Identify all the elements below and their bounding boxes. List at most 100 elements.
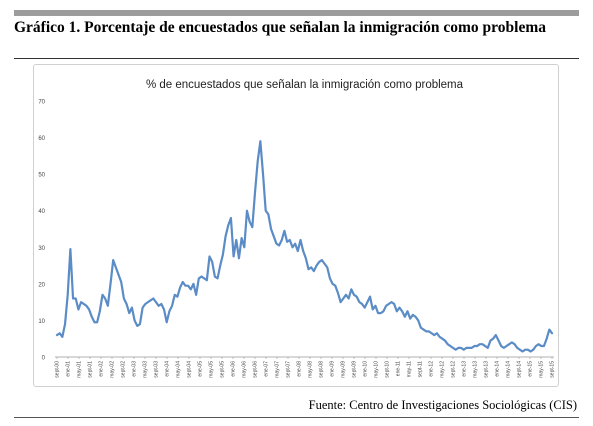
data-point [259,140,261,142]
data-point [224,235,227,237]
data-point [551,332,553,334]
data-point [230,217,232,219]
data-point [479,343,481,345]
x-tick-label: may-13 [473,361,479,378]
y-tick-label: 0 [42,356,46,362]
data-point [364,307,366,309]
data-point [521,350,524,353]
x-tick-label: may-08 [308,361,314,378]
x-tick-label: sept-05 [220,361,226,378]
data-point [283,230,286,232]
data-point [232,255,235,258]
data-point [176,296,179,298]
data-point [487,347,489,349]
data-point [334,285,336,287]
data-point [409,318,411,320]
data-point [508,343,510,345]
data-point [267,213,269,215]
data-point [187,285,189,287]
source-note: Fuente: Centro de Investigaciones Sociol… [308,398,577,412]
data-point [147,301,149,303]
data-point [171,305,173,307]
data-point [345,294,347,296]
data-point [273,235,275,237]
data-point [495,334,497,336]
data-point [382,310,385,312]
x-tick-label: sept-03 [154,361,160,378]
data-point [420,327,422,329]
data-point [123,297,125,300]
x-tick-label: may-11 [407,361,413,378]
data-point [93,321,96,323]
chart-title: % de encuestados que señalan la inmigrac… [146,79,464,91]
data-point [174,294,176,296]
data-point [361,303,363,305]
data-point [476,345,478,347]
data-point [393,303,395,305]
x-tick-label: ene-07 [264,361,270,377]
data-point [211,261,213,263]
data-point [497,339,500,342]
x-tick-label: sept-10 [385,361,391,378]
x-tick-label: may-05 [209,361,215,378]
x-tick-label: may-07 [275,361,281,378]
data-point [460,347,462,349]
x-tick-label: ene-03 [132,361,138,377]
data-point [291,246,294,248]
data-point [289,239,291,241]
data-point [64,323,66,325]
data-point [297,250,299,252]
x-tick-label: sept-09 [352,361,358,378]
data-point [109,283,112,285]
data-point [519,349,521,351]
data-point [342,297,344,300]
data-point [144,303,146,305]
data-point [160,303,162,305]
data-point [128,312,130,314]
data-point [91,316,93,318]
y-tick-label: 50 [38,173,45,179]
x-tick-label: ene-09 [330,361,336,377]
data-point [449,345,451,347]
bottom-rule [14,417,579,418]
top-bar [14,10,579,16]
data-point [59,332,61,334]
y-tick-label: 30 [38,246,45,252]
x-tick-label: sept-02 [121,361,127,378]
data-point [310,266,312,268]
x-tick-label: may-04 [176,361,182,378]
data-point [241,237,243,239]
data-point [548,328,550,331]
data-point [286,241,288,243]
data-point [222,254,224,256]
data-point [198,277,200,279]
data-point [88,308,90,311]
data-point [380,312,382,314]
data-point [168,310,170,312]
x-tick-label: sept-08 [319,361,325,378]
x-tick-label: may-15 [539,361,545,378]
data-point [374,305,377,307]
data-point [414,316,417,318]
data-point [133,319,136,322]
data-point [516,347,518,349]
data-point [406,310,409,312]
data-point [307,268,310,270]
data-point [532,349,534,351]
data-point [481,343,484,345]
x-tick-label: sept-11 [418,361,424,378]
x-tick-label: may-01 [77,361,83,378]
data-point [315,264,318,267]
data-point [398,307,401,309]
x-tick-label: may-14 [506,361,512,378]
data-point [390,301,393,303]
data-point [366,301,368,303]
data-point [243,246,245,248]
data-point [331,283,334,285]
data-point [77,308,80,311]
data-point [281,239,283,241]
data-point [404,316,406,318]
y-tick-label: 20 [38,282,45,288]
y-tick-label: 40 [38,209,45,215]
x-tick-label: ene-08 [297,361,303,377]
